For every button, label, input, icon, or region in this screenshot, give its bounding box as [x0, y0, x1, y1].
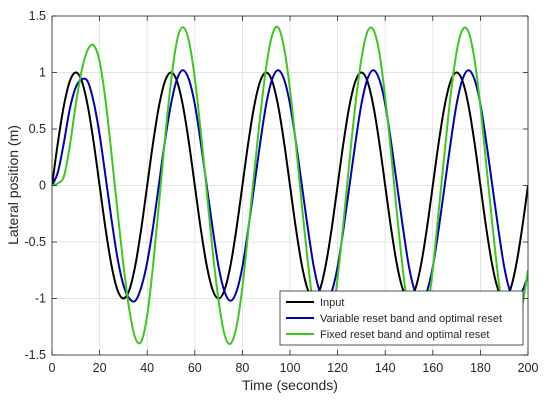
y-tick-label: -1: [35, 292, 46, 306]
legend-label-2: Variable reset band and optimal reset: [320, 313, 502, 325]
x-tick-label: 0: [49, 361, 56, 375]
x-tick-label: 40: [140, 361, 154, 375]
y-tick-label: 1.5: [29, 9, 46, 23]
y-tick-labels: -1.5 -1 -0.5 0 0.5 1 1.5: [24, 9, 46, 362]
legend-box: [279, 290, 524, 346]
series-line-1: [52, 71, 528, 300]
series-layer: [52, 25, 528, 346]
x-tick-label: 160: [422, 361, 443, 375]
x-tick-labels: 0 20 40 60 80 100 120 140 160 180 200: [49, 361, 539, 375]
x-tick-label: 60: [188, 361, 202, 375]
x-tick-label: 100: [280, 361, 301, 375]
x-tick-label: 20: [93, 361, 107, 375]
legend-label-3: Fixed reset band and optimal reset: [320, 329, 489, 341]
x-axis-label: Time (seconds): [242, 377, 338, 393]
y-tick-label: 1: [39, 66, 46, 80]
y-axis-label: Lateral position (m): [5, 125, 21, 245]
x-tick-label: 80: [235, 361, 249, 375]
axis-ticks: [51, 15, 529, 356]
y-tick-label: 0: [39, 179, 46, 193]
legend: Input Variable reset band and optimal res…: [279, 290, 524, 346]
x-tick-label: 140: [375, 361, 396, 375]
series-line-2: [52, 69, 528, 303]
legend-label-1: Input: [320, 297, 344, 309]
y-tick-label: -0.5: [24, 235, 46, 249]
series-line-3: [52, 25, 528, 346]
y-tick-label: -1.5: [24, 348, 46, 362]
x-tick-label: 200: [518, 361, 539, 375]
x-tick-label: 120: [327, 361, 348, 375]
y-tick-label: 0.5: [29, 122, 46, 136]
x-tick-label: 180: [470, 361, 491, 375]
